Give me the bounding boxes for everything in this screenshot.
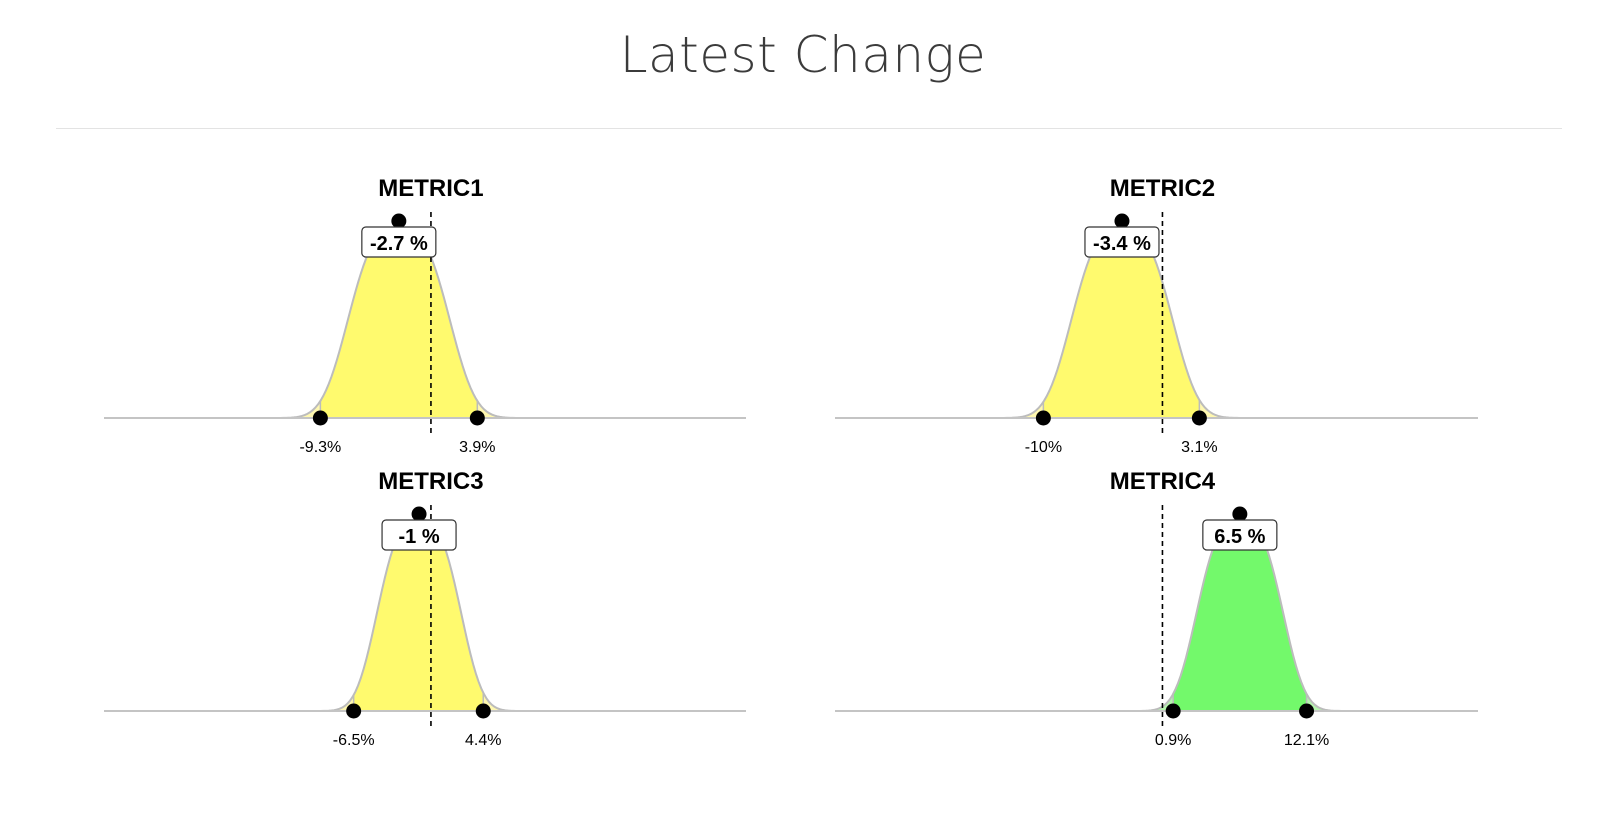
- lower-tail-area: [104, 400, 321, 418]
- upper-bound-label: 3.9%: [459, 439, 495, 456]
- estimate-label-box: [361, 226, 437, 258]
- estimate-label-box: [381, 519, 457, 551]
- estimate-marker: [1232, 506, 1248, 522]
- estimate-label: -3.4 %: [1093, 233, 1151, 255]
- metric-panel-1: METRIC1 -9.3% 3.9% -2.7 %: [104, 175, 746, 456]
- upper-tail-area: [483, 692, 746, 711]
- lower-bound-marker: [312, 410, 328, 426]
- metric-panel-4: METRIC4 0.9% 12.1% 6.5 %: [835, 468, 1478, 749]
- lower-bound-marker: [346, 703, 362, 719]
- estimate-marker: [411, 506, 427, 522]
- lower-tail-area: [835, 401, 1044, 418]
- interval-area: [1173, 521, 1307, 711]
- estimate-label-box: [1084, 226, 1160, 258]
- title-divider: [56, 128, 1562, 129]
- metric-panel-2: METRIC2 -10% 3.1% -3.4 %: [835, 175, 1478, 456]
- upper-bound-label: 4.4%: [465, 732, 501, 749]
- upper-bound-marker: [1191, 410, 1207, 426]
- upper-tail-area: [1306, 693, 1478, 711]
- panel-title: METRIC2: [1110, 175, 1215, 202]
- upper-bound-label: 12.1%: [1284, 732, 1329, 749]
- estimate-marker: [1114, 213, 1130, 229]
- page-title: Latest Change: [619, 26, 987, 84]
- lower-bound-label: -6.5%: [333, 732, 375, 749]
- upper-bound-label: 3.1%: [1181, 439, 1217, 456]
- lower-bound-marker: [1165, 703, 1181, 719]
- estimate-label: -1 %: [398, 526, 439, 548]
- lower-bound-label: 0.9%: [1155, 732, 1191, 749]
- lower-bound-label: -9.3%: [299, 439, 341, 456]
- lower-bound-label: -10%: [1025, 439, 1062, 456]
- estimate-label: 6.5 %: [1214, 526, 1265, 548]
- upper-tail-area: [1199, 399, 1478, 418]
- panel-title: METRIC4: [1110, 468, 1216, 495]
- lower-bound-marker: [1035, 410, 1051, 426]
- estimate-label: -2.7 %: [370, 233, 428, 255]
- lower-tail-area: [835, 693, 1174, 711]
- density-curve: [835, 519, 1478, 712]
- estimate-marker: [391, 213, 407, 229]
- upper-bound-marker: [1299, 703, 1315, 719]
- estimate-label-box: [1202, 519, 1278, 551]
- metric-panel-3: METRIC3 -6.5% 4.4% -1 %: [104, 468, 746, 749]
- interval-area: [320, 228, 478, 418]
- panel-title: METRIC3: [378, 468, 483, 495]
- upper-bound-marker: [475, 703, 491, 719]
- upper-bound-marker: [469, 410, 485, 426]
- lower-tail-area: [104, 695, 354, 711]
- panel-title: METRIC1: [378, 175, 483, 202]
- upper-tail-area: [477, 400, 746, 418]
